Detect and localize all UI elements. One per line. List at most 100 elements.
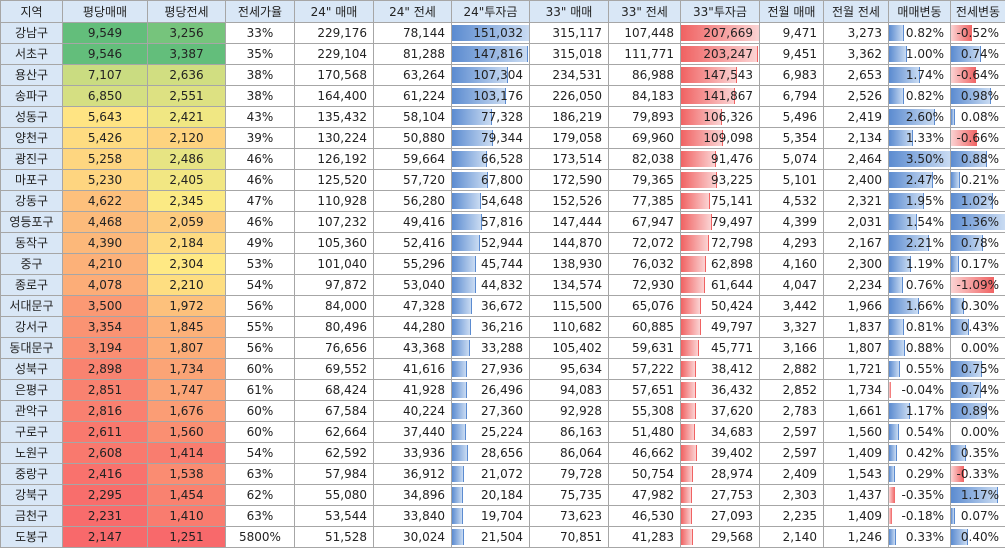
cell-investment-24: 25,224 bbox=[452, 422, 530, 443]
cell-price-change: 1.74% bbox=[889, 65, 951, 86]
cell-jeonse-ratio: 60% bbox=[226, 422, 295, 443]
cell-jeonse-33: 47,982 bbox=[609, 485, 681, 506]
cell-investment-24: 28,656 bbox=[452, 443, 530, 464]
cell-jeonse-change: 0.88% bbox=[951, 149, 1005, 170]
cell-jeonse-per-pyeong: 2,059 bbox=[148, 212, 226, 233]
cell-region: 중랑구 bbox=[1, 464, 63, 485]
cell-value: 72,798 bbox=[681, 233, 759, 253]
cell-jeonse-change: -0.52% bbox=[951, 23, 1005, 44]
cell-investment-33: 50,424 bbox=[681, 296, 760, 317]
cell-jeonse-per-pyeong: 1,747 bbox=[148, 380, 226, 401]
cell-value: 1.36% bbox=[951, 212, 1005, 232]
cell-jeonse-per-pyeong: 1,807 bbox=[148, 338, 226, 359]
cell-investment-33: 141,867 bbox=[681, 86, 760, 107]
cell-price-per-pyeong: 2,816 bbox=[63, 401, 148, 422]
cell-jeonse-change: 0.75% bbox=[951, 359, 1005, 380]
cell-jeonse-ratio: 55% bbox=[226, 317, 295, 338]
cell-jeonse-33: 111,771 bbox=[609, 44, 681, 65]
cell-price-33: 86,064 bbox=[530, 443, 609, 464]
cell-price-per-pyeong: 2,231 bbox=[63, 506, 148, 527]
header-price-24: 24" 매매 bbox=[295, 1, 374, 23]
cell-jeonse-per-pyeong: 2,210 bbox=[148, 275, 226, 296]
cell-value: 61,644 bbox=[681, 275, 759, 295]
cell-region: 강남구 bbox=[1, 23, 63, 44]
cell-value: 0.74% bbox=[951, 380, 1005, 400]
cell-region: 송파구 bbox=[1, 86, 63, 107]
cell-value: 38,412 bbox=[681, 359, 759, 379]
cell-price-24: 110,928 bbox=[295, 191, 374, 212]
cell-investment-24: 66,528 bbox=[452, 149, 530, 170]
header-price-change: 매매변동 bbox=[889, 1, 951, 23]
cell-jeonse-33: 41,283 bbox=[609, 527, 681, 548]
cell-price-33: 115,500 bbox=[530, 296, 609, 317]
cell-jeonse-change: 0.00% bbox=[951, 338, 1005, 359]
cell-price-per-pyeong: 4,468 bbox=[63, 212, 148, 233]
cell-investment-33: 91,476 bbox=[681, 149, 760, 170]
cell-price-33: 152,526 bbox=[530, 191, 609, 212]
cell-jeonse-33: 46,530 bbox=[609, 506, 681, 527]
cell-price-change: 1.00% bbox=[889, 44, 951, 65]
cell-price-per-pyeong: 2,416 bbox=[63, 464, 148, 485]
cell-jeonse-per-pyeong: 1,845 bbox=[148, 317, 226, 338]
cell-value: 0.81% bbox=[889, 317, 950, 337]
cell-investment-24: 79,344 bbox=[452, 128, 530, 149]
cell-jeonse-change: 0.35% bbox=[951, 443, 1005, 464]
cell-price-24: 170,568 bbox=[295, 65, 374, 86]
cell-value: 1.17% bbox=[889, 401, 950, 421]
cell-price-change: 2.60% bbox=[889, 107, 951, 128]
cell-region: 용산구 bbox=[1, 65, 63, 86]
cell-jeonse-33: 86,988 bbox=[609, 65, 681, 86]
cell-jeonse-per-pyeong: 1,734 bbox=[148, 359, 226, 380]
cell-value: 27,936 bbox=[452, 359, 529, 379]
cell-prev-month-price: 4,047 bbox=[760, 275, 824, 296]
cell-price-change: 0.81% bbox=[889, 317, 951, 338]
cell-value: 1.02% bbox=[951, 191, 1005, 211]
cell-jeonse-per-pyeong: 2,486 bbox=[148, 149, 226, 170]
cell-value: 1.33% bbox=[889, 128, 950, 148]
cell-jeonse-per-pyeong: 2,345 bbox=[148, 191, 226, 212]
cell-prev-month-price: 5,496 bbox=[760, 107, 824, 128]
cell-price-change: 1.33% bbox=[889, 128, 951, 149]
cell-value: 0.78% bbox=[951, 233, 1005, 253]
cell-region: 동작구 bbox=[1, 233, 63, 254]
cell-jeonse-ratio: 38% bbox=[226, 65, 295, 86]
cell-price-33: 172,590 bbox=[530, 170, 609, 191]
cell-price-per-pyeong: 3,500 bbox=[63, 296, 148, 317]
cell-price-per-pyeong: 3,354 bbox=[63, 317, 148, 338]
cell-investment-24: 36,672 bbox=[452, 296, 530, 317]
cell-value: 75,141 bbox=[681, 191, 759, 211]
cell-price-24: 164,400 bbox=[295, 86, 374, 107]
cell-value: 91,476 bbox=[681, 149, 759, 169]
cell-investment-33: 27,753 bbox=[681, 485, 760, 506]
cell-price-per-pyeong: 7,107 bbox=[63, 65, 148, 86]
cell-value: 44,832 bbox=[452, 275, 529, 295]
cell-jeonse-24: 44,280 bbox=[374, 317, 452, 338]
cell-region: 도봉구 bbox=[1, 527, 63, 548]
cell-price-change: 0.76% bbox=[889, 275, 951, 296]
cell-region: 광진구 bbox=[1, 149, 63, 170]
cell-investment-24: 147,816 bbox=[452, 44, 530, 65]
cell-investment-24: 45,744 bbox=[452, 254, 530, 275]
cell-investment-33: 75,141 bbox=[681, 191, 760, 212]
cell-price-24: 84,000 bbox=[295, 296, 374, 317]
cell-prev-month-price: 2,235 bbox=[760, 506, 824, 527]
cell-jeonse-33: 107,448 bbox=[609, 23, 681, 44]
cell-jeonse-33: 57,651 bbox=[609, 380, 681, 401]
cell-price-33: 186,219 bbox=[530, 107, 609, 128]
cell-value: 0.88% bbox=[951, 149, 1005, 169]
cell-region: 관악구 bbox=[1, 401, 63, 422]
cell-price-change: 2.21% bbox=[889, 233, 951, 254]
cell-investment-24: 27,360 bbox=[452, 401, 530, 422]
cell-price-change: 0.82% bbox=[889, 86, 951, 107]
cell-jeonse-33: 72,072 bbox=[609, 233, 681, 254]
cell-price-change: 0.55% bbox=[889, 359, 951, 380]
cell-jeonse-change: 0.17% bbox=[951, 254, 1005, 275]
cell-investment-33: 45,771 bbox=[681, 338, 760, 359]
cell-value: 49,797 bbox=[681, 317, 759, 337]
cell-value: 45,744 bbox=[452, 254, 529, 274]
